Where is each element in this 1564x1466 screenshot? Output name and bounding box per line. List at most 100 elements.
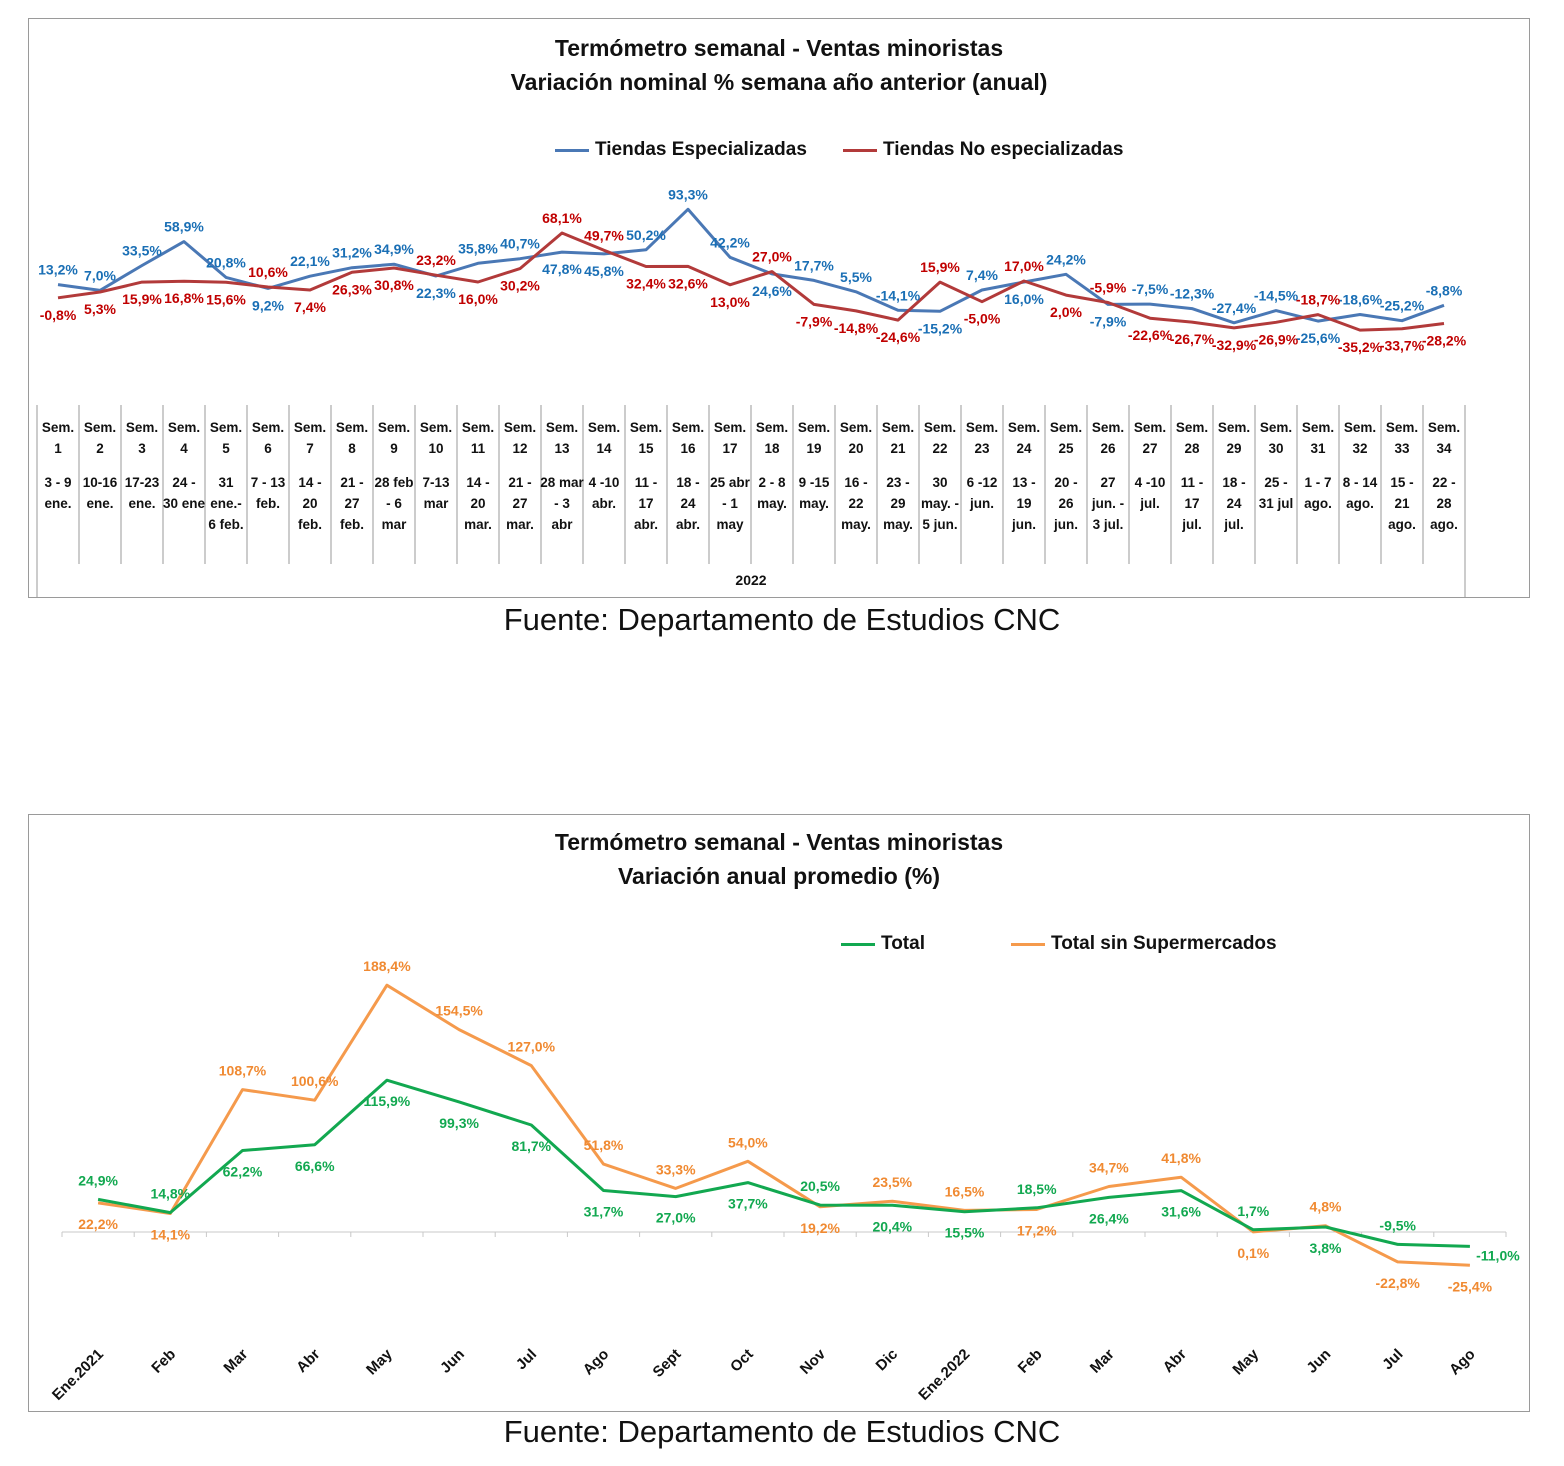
tick-label-week: 19 [806, 441, 821, 456]
data-label: 20,5% [800, 1178, 840, 1194]
tick-label-week: Sem. [1344, 420, 1376, 435]
tick-label-dates: abr [551, 517, 573, 532]
tick-label-dates: mar. [506, 517, 534, 532]
tick-label-dates: 21 [1394, 496, 1410, 511]
tick-label-dates: may. [841, 517, 871, 532]
tick-label-week: 7 [306, 441, 314, 456]
tick-label-month: Sept [650, 1346, 685, 1381]
tick-label-week: 14 [596, 441, 612, 456]
legend-swatch-blue [555, 148, 589, 152]
tick-label-dates: 24 [680, 496, 696, 511]
data-label: 99,3% [439, 1115, 479, 1131]
data-label: 16,8% [164, 290, 204, 306]
tick-label-week: Sem. [1050, 420, 1082, 435]
data-label: 93,3% [668, 186, 708, 202]
tick-label-dates: 15 - [1390, 475, 1413, 490]
tick-label-week: Sem. [420, 420, 452, 435]
tick-label-dates: 31 jul [1259, 496, 1294, 511]
tick-label-dates: 18 - [676, 475, 699, 490]
tick-label-dates: mar [382, 517, 408, 532]
series-line-2 [57, 231, 1445, 332]
tick-label-month: Jul [513, 1346, 540, 1373]
tick-label-dates: 2 - 8 [758, 475, 786, 490]
tick-label-week: Sem. [252, 420, 284, 435]
data-label: 127,0% [508, 1039, 556, 1055]
data-label: 81,7% [511, 1138, 551, 1154]
tick-label-dates: 27 [344, 496, 359, 511]
tick-label-dates: 3 - 9 [44, 475, 71, 490]
tick-label-week: 28 [1184, 441, 1200, 456]
tick-label-week: 10 [428, 441, 443, 456]
data-label: -28,2% [1422, 333, 1467, 349]
data-label: 15,6% [206, 291, 246, 307]
data-label: 35,8% [458, 240, 498, 256]
tick-label-week: 23 [974, 441, 990, 456]
data-label: 30,8% [374, 277, 414, 293]
chart2-legend-label-2: Total sin Supermercados [1051, 933, 1277, 954]
chart2-plot: 24,9% 14,8% 62,2% 66,6% 115,9% 99,3% 81,7% 31,7… [49, 958, 1520, 1404]
tick-label-dates: 21 - [508, 475, 531, 490]
data-label: -7,5% [1132, 281, 1169, 297]
tick-label-week: Sem. [966, 420, 998, 435]
tick-label-dates: - 6 [386, 496, 402, 511]
tick-label-month: Ago [1446, 1346, 1479, 1379]
tick-label-dates: 7-13 [422, 475, 450, 490]
data-label: 1,7% [1237, 1203, 1269, 1219]
tick-label-week: 33 [1394, 441, 1410, 456]
tick-label-dates: jul. [1223, 517, 1244, 532]
data-label: 14,1% [150, 1227, 190, 1243]
data-label: 50,2% [626, 227, 666, 243]
tick-label-dates: jul. [1139, 496, 1160, 511]
tick-label-week: 12 [512, 441, 527, 456]
weekly-sales-chart-panel: Termómetro semanal - Ventas minoristas V… [28, 18, 1530, 598]
tick-label-month: Feb [1015, 1346, 1046, 1377]
data-label: -7,9% [1090, 313, 1127, 329]
data-label: 68,1% [542, 210, 582, 226]
tick-label-week: 20 [848, 441, 863, 456]
tick-label-month: Ago [580, 1346, 613, 1379]
tick-label-week: Sem. [588, 420, 620, 435]
tick-label-dates: 28 mar [540, 475, 584, 490]
tick-label-week: Sem. [1428, 420, 1460, 435]
data-label: 15,5% [945, 1225, 985, 1241]
data-label: 40,7% [500, 236, 540, 252]
tick-label-week: Sem. [1386, 420, 1418, 435]
tick-label-dates: 4 -10 [1135, 475, 1166, 490]
data-label: 17,2% [1017, 1222, 1057, 1238]
data-label: -25,4% [1448, 1278, 1493, 1294]
data-label: 31,7% [584, 1203, 624, 1219]
tick-label-week: Sem. [168, 420, 200, 435]
tick-label-week: 13 [554, 441, 570, 456]
data-label: 188,4% [363, 958, 411, 974]
legend-swatch-orange [1011, 942, 1045, 946]
tick-label-week: Sem. [546, 420, 578, 435]
data-label: 58,9% [164, 219, 204, 235]
tick-label-dates: 25 - [1264, 475, 1287, 490]
data-label: 22,3% [416, 285, 456, 301]
tick-label-dates: 22 - [1432, 475, 1455, 490]
tick-label-month: Feb [148, 1346, 179, 1377]
year-label: 2022 [735, 572, 766, 588]
tick-label-month: May [363, 1345, 396, 1378]
tick-label-dates: may. - [921, 496, 959, 511]
data-label: 115,9% [364, 1093, 411, 1109]
chart2-legend-label-1: Total [881, 933, 925, 954]
data-label: 26,3% [332, 281, 372, 297]
data-label: 19,2% [800, 1220, 840, 1236]
series-line-2 [97, 983, 1470, 1267]
tick-label-week: Sem. [1176, 420, 1208, 435]
data-label: 0,1% [1237, 1245, 1269, 1261]
tick-label-week: 31 [1310, 441, 1326, 456]
data-label: 18,5% [1017, 1181, 1057, 1197]
data-label: 27,0% [656, 1210, 696, 1226]
tick-label-month: Jun [1303, 1346, 1334, 1377]
data-label: -25,6% [1296, 330, 1341, 346]
data-label: 14,8% [150, 1186, 190, 1202]
chart1-title-line2: Variación nominal % semana año anterior … [510, 69, 1048, 95]
tick-label-dates: feb. [340, 517, 364, 532]
chart2-legend-item-1: Total [841, 933, 925, 955]
average-sales-chart-panel: Termómetro semanal - Ventas minoristas V… [28, 814, 1530, 1412]
tick-label-dates: abr. [634, 517, 658, 532]
tick-label-week: 1 [54, 441, 62, 456]
tick-label-week: Sem. [42, 420, 74, 435]
